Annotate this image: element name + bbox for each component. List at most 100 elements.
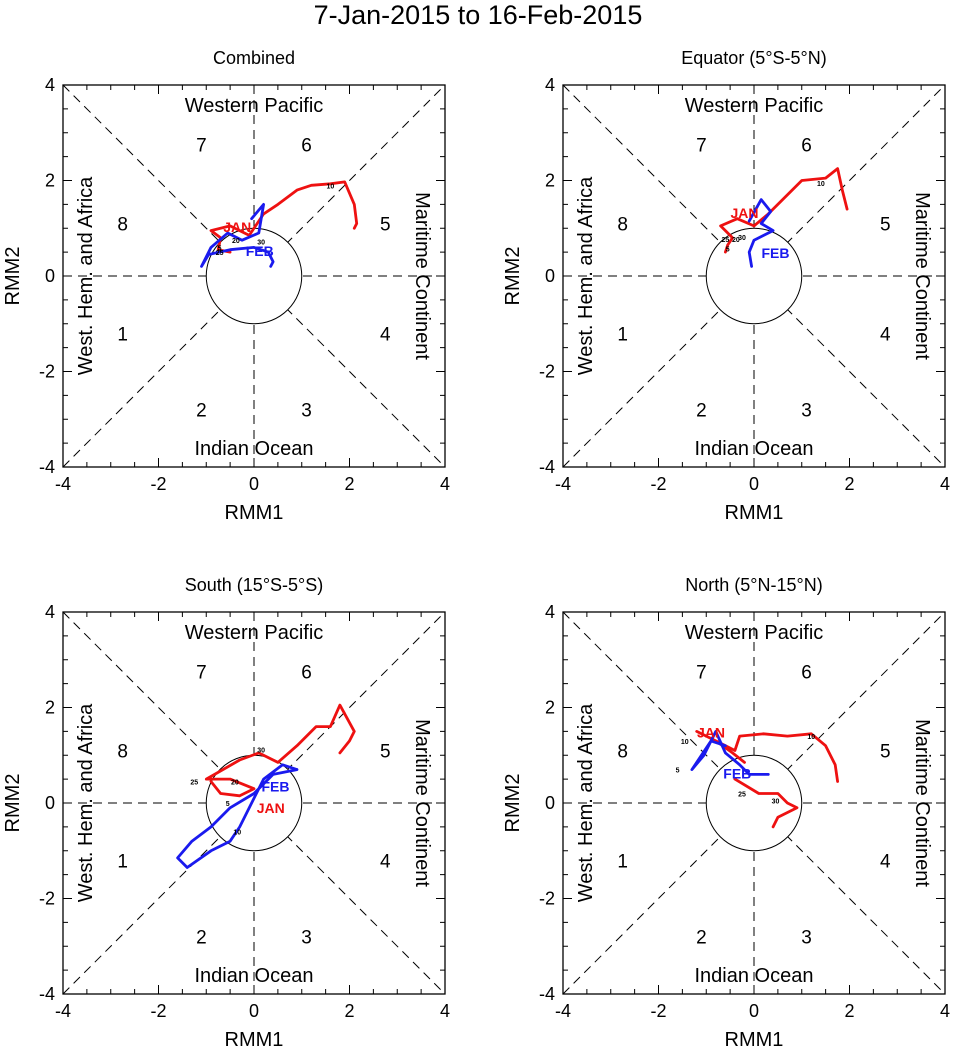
- y-tick-label: 0: [45, 793, 55, 813]
- day-label: 25: [738, 791, 746, 798]
- region-label-top: Western Pacific: [685, 95, 824, 117]
- month-label-feb: FEB: [246, 243, 274, 259]
- panel-3: South (15°S-5°S) -4-4 -2 -2 0 0 2 2 4 4 RMM1 RMM2 We…: [2, 575, 450, 1051]
- figure-title: 7-Jan-2015 to 16-Feb-2015: [313, 0, 643, 30]
- y-tick-label: -4: [539, 457, 555, 477]
- y-tick-label: 0: [545, 266, 555, 286]
- panel-title: Equator (5°S-5°N): [681, 48, 826, 68]
- region-label-left: West. Hem. and Africa: [575, 176, 597, 375]
- y-tick-label: -2: [39, 889, 55, 909]
- x-tick-label: 0: [749, 1001, 759, 1021]
- series-line-jan: [204, 703, 356, 798]
- x-tick-label: 2: [344, 1001, 354, 1021]
- phase-label-4: 4: [880, 851, 891, 872]
- day-label: 5: [218, 245, 222, 252]
- y-tick-label: -2: [539, 889, 555, 909]
- panel-1: Combined -4-4 -2 -2 0 0 2 2 4 4 RMM1 RMM2 Western Pa…: [2, 48, 450, 524]
- phase-label-6: 6: [301, 136, 312, 157]
- region-label-right: Maritime Continent: [411, 719, 433, 887]
- month-label-feb: FEB: [761, 245, 789, 261]
- y-axis-label: RMM2: [502, 247, 524, 306]
- y-tick-label: -4: [39, 984, 55, 1004]
- x-tick-label: -2: [150, 1001, 166, 1021]
- phase-label-5: 5: [380, 741, 391, 762]
- panel-2: Equator (5°S-5°N) -4-4 -2 -2 0 0 2 2 4 4 RMM1 RMM2 W…: [502, 48, 950, 524]
- phase-label-4: 4: [380, 324, 391, 345]
- y-tick-label: 4: [545, 75, 555, 95]
- day-label: 30: [257, 240, 265, 247]
- day-label: 25: [190, 780, 198, 787]
- region-label-bottom: Indian Ocean: [695, 965, 814, 987]
- axes: -4-4 -2 -2 0 0 2 2 4 4: [539, 602, 950, 1021]
- y-tick-label: 4: [45, 75, 55, 95]
- x-tick-label: 0: [249, 1001, 259, 1021]
- phase-label-3: 3: [801, 401, 812, 422]
- phase-label-6: 6: [301, 663, 312, 684]
- phase-label-3: 3: [801, 928, 812, 949]
- month-label-jan: JAN: [223, 219, 251, 235]
- y-tick-label: -4: [39, 457, 55, 477]
- region-label-right: Maritime Continent: [411, 192, 433, 360]
- x-tick-label: -4: [555, 474, 571, 494]
- x-tick-label: 2: [844, 1001, 854, 1021]
- day-label: 25: [721, 237, 729, 244]
- phase-label-6: 6: [801, 663, 812, 684]
- phase-label-7: 7: [196, 663, 207, 684]
- day-label: 10: [817, 181, 825, 188]
- month-label-jan: JAN: [730, 205, 758, 221]
- phase-label-3: 3: [301, 401, 312, 422]
- day-label: 10: [233, 830, 241, 837]
- y-tick-label: 4: [545, 602, 555, 622]
- y-tick-label: 2: [545, 171, 555, 191]
- day-label: 30: [257, 748, 265, 755]
- x-axis-label: RMM1: [225, 1029, 284, 1051]
- phase-label-1: 1: [117, 851, 128, 872]
- x-tick-label: 4: [940, 1001, 950, 1021]
- axes: -4-4 -2 -2 0 0 2 2 4 4: [39, 602, 450, 1021]
- region-label-right: Maritime Continent: [911, 192, 933, 360]
- phase-label-5: 5: [380, 214, 391, 235]
- day-label: 10: [681, 739, 689, 746]
- day-label: 20: [732, 237, 740, 244]
- day-label: 20: [231, 780, 239, 787]
- axes: -4-4 -2 -2 0 0 2 2 4 4: [539, 75, 950, 494]
- phase-label-8: 8: [617, 741, 628, 762]
- day-label: 30: [738, 235, 746, 242]
- phase-label-2: 2: [196, 928, 207, 949]
- y-tick-label: 0: [45, 266, 55, 286]
- month-label-feb: FEB: [261, 778, 289, 794]
- region-label-top: Western Pacific: [685, 622, 824, 644]
- region-label-top: Western Pacific: [185, 95, 324, 117]
- x-tick-label: -2: [650, 1001, 666, 1021]
- y-tick-label: -2: [39, 362, 55, 382]
- y-tick-label: 2: [545, 698, 555, 718]
- x-tick-label: -4: [55, 474, 71, 494]
- series-line-jan: [209, 180, 359, 254]
- y-tick-label: 2: [45, 698, 55, 718]
- phase-label-7: 7: [696, 136, 707, 157]
- phase-label-1: 1: [617, 851, 628, 872]
- phase-label-7: 7: [696, 663, 707, 684]
- series-line-jan: [695, 730, 839, 783]
- day-label: 5: [726, 246, 730, 253]
- phase-label-2: 2: [196, 401, 207, 422]
- day-label: 30: [772, 799, 780, 806]
- phase-label-4: 4: [380, 851, 391, 872]
- y-axis-label: RMM2: [502, 774, 524, 833]
- x-axis-label: RMM1: [725, 1029, 784, 1051]
- y-tick-label: 2: [45, 171, 55, 191]
- series-line-feb: [176, 763, 299, 869]
- panel-title: Combined: [213, 48, 295, 68]
- x-tick-label: -4: [55, 1001, 71, 1021]
- day-label: 10: [327, 183, 335, 190]
- phase-label-6: 6: [801, 136, 812, 157]
- phase-label-2: 2: [696, 401, 707, 422]
- phase-label-8: 8: [117, 214, 128, 235]
- phase-label-2: 2: [696, 928, 707, 949]
- phase-label-7: 7: [196, 136, 207, 157]
- y-tick-label: -2: [539, 362, 555, 382]
- x-tick-label: 4: [440, 1001, 450, 1021]
- phase-label-8: 8: [117, 741, 128, 762]
- x-tick-label: 0: [749, 474, 759, 494]
